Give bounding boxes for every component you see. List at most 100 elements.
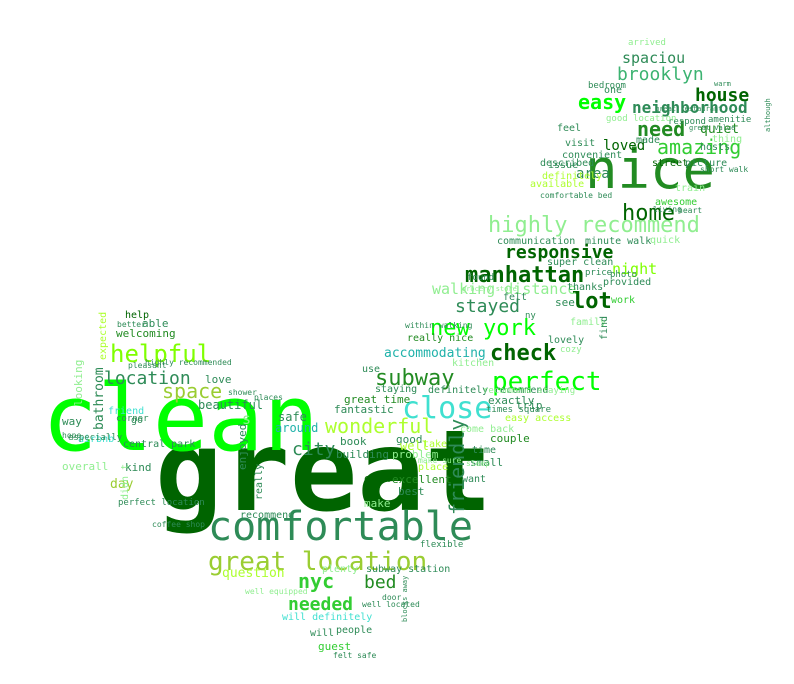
cloud-word: blocks away [401, 576, 409, 622]
cloud-word: lot [572, 289, 612, 314]
cloud-word: bathroom [92, 367, 107, 430]
cloud-word: clean [42, 365, 319, 472]
cloud-word: felt safe [333, 651, 377, 660]
cloud-word: provided [603, 277, 651, 288]
cloud-word: airbnb [78, 434, 114, 445]
cloud-word: available [530, 179, 584, 190]
cloud-word: times square [486, 405, 551, 415]
cloud-word: welcoming [116, 327, 176, 340]
cloud-word: coffee shop [152, 520, 205, 529]
cloud-word: feel [557, 123, 581, 134]
cloud-word: although [764, 98, 772, 132]
cloud-word: small [470, 456, 503, 469]
cloud-word: work [611, 295, 635, 306]
cloud-word: way [62, 415, 82, 428]
cloud-word: visit [565, 138, 595, 149]
cloud-word: pleasant [128, 361, 167, 370]
cloud-word: recommend [240, 510, 294, 521]
cloud-word: make sure [418, 456, 462, 465]
cloud-word: hosts [700, 142, 730, 153]
cloud-word: comfortable bed [540, 191, 612, 200]
cloud-word: especially [68, 433, 123, 443]
cloud-word: comfortable [208, 504, 473, 550]
cloud-word: street [652, 158, 688, 169]
cloud-word: bed [364, 572, 397, 593]
cloud-word: made [636, 135, 660, 146]
cloud-word: new york [430, 316, 536, 341]
cloud-word: door [382, 593, 401, 602]
cloud-word: corner [116, 414, 149, 424]
cloud-word: looking [72, 360, 85, 406]
cloud-word: couple [490, 432, 530, 445]
cloud-word: sleep [466, 459, 490, 468]
cloud-word: described [540, 158, 594, 169]
cloud-word: need [637, 117, 685, 141]
cloud-word: recommend staying [483, 386, 575, 396]
cloud-word: grocery store [462, 285, 517, 293]
cloud-word: take [423, 439, 447, 450]
cloud-word: highly recommend [488, 213, 700, 238]
cloud-word: area [576, 166, 610, 182]
cloud-word: well equipped [245, 587, 308, 596]
cloud-word: great location [208, 547, 427, 577]
cloud-word: trip [516, 399, 543, 412]
cloud-word: good location [606, 114, 676, 124]
cloud-word: central park [123, 439, 195, 450]
cloud-word: subway [375, 366, 454, 391]
cloud-word: s [242, 410, 251, 428]
cloud-word: minute walk [585, 236, 651, 247]
cloud-word: within walking [405, 321, 473, 330]
cloud-word: use [362, 364, 380, 375]
cloud-word: great value [689, 124, 735, 132]
cloud-word: time [472, 445, 496, 456]
cloud-word: really nice [407, 333, 473, 344]
cloud-word: come back [460, 424, 514, 435]
cloud-word: help [125, 310, 149, 321]
cloud-word: love [205, 373, 232, 386]
cloud-word: building [336, 448, 389, 461]
cloud-word: heart [678, 206, 702, 215]
cloud-word: kind [125, 461, 152, 474]
cloud-word: best [398, 485, 425, 498]
cloud-word: perfect location [118, 498, 205, 508]
cloud-word: friendly [445, 419, 469, 515]
cloud-word: excellent [392, 473, 452, 486]
cloud-word: problem [392, 448, 439, 461]
cloud-word: expected [98, 312, 109, 360]
cloud-word: spaciou [622, 49, 685, 67]
cloud-word: picture [685, 158, 727, 169]
cloud-word: price [585, 268, 612, 278]
cloud-word: flexible [420, 540, 463, 550]
cloud-word: short walk [700, 165, 748, 174]
cloud-word: definitely recommend [428, 385, 548, 396]
cloud-word: friend [108, 406, 144, 417]
cloud-word: question [222, 566, 285, 581]
cloud-word: highly recommended [145, 358, 232, 367]
cloud-word: photo [610, 270, 637, 280]
cloud-word: train [675, 183, 705, 194]
cloud-word: living [653, 205, 682, 214]
cloud-word: day [110, 477, 134, 492]
cloud-word: enjoyed [236, 424, 249, 470]
cloud-word: night [612, 260, 657, 278]
cloud-word: hope [62, 431, 81, 440]
cloud-word: really [254, 464, 265, 500]
cloud-word: communication [497, 236, 575, 247]
cloud-word: close [402, 391, 492, 426]
cloud-word: respond [668, 117, 706, 127]
cloud-word: lovely [548, 335, 584, 346]
cloud-word: issue [548, 160, 578, 171]
cloud-word: shower [228, 388, 257, 397]
cloud-word: convenient [562, 150, 622, 161]
cloud-word: book [340, 435, 367, 448]
cloud-word: house [695, 85, 749, 106]
cloud-word: great time [344, 393, 410, 406]
cloud-word: kitchen [452, 358, 494, 369]
cloud-word: better [117, 320, 146, 329]
cloud-word: thing [712, 134, 742, 145]
cloud-word: quick [650, 235, 680, 246]
cloud-word: will [310, 628, 334, 639]
cloud-word: easy [578, 90, 626, 114]
cloud-word: good [396, 433, 423, 446]
cloud-word: home [622, 201, 675, 226]
